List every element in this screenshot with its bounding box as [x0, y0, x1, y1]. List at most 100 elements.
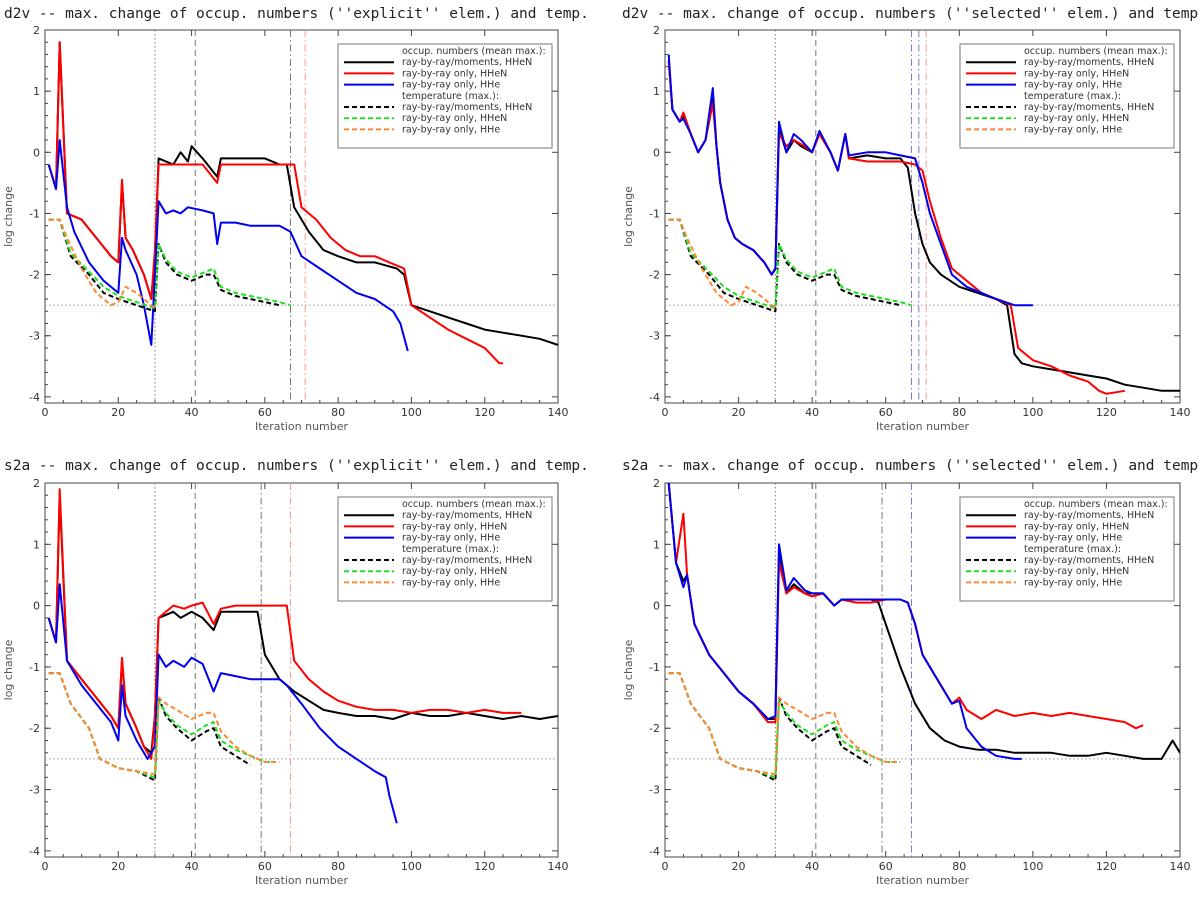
y-tick-label: 0: [33, 600, 40, 613]
legend-entry-label: ray-by-ray/moments, HHeN: [402, 57, 532, 68]
series-line: [47, 488, 522, 760]
y-tick-label: 0: [653, 600, 660, 613]
legend-entry-label: ray-by-ray only, HHe: [1024, 533, 1122, 544]
x-tick-label: 120: [1096, 860, 1117, 873]
x-tick-label: 0: [662, 406, 669, 419]
x-tick-label: 140: [1170, 860, 1191, 873]
y-axis-label: log change: [2, 639, 15, 700]
x-tick-label: 80: [331, 406, 345, 419]
legend: occup. numbers (mean max.):ray-by-ray/mo…: [959, 496, 1175, 602]
y-tick-label: 1: [653, 85, 660, 98]
x-tick-label: 20: [111, 860, 125, 873]
legend: occup. numbers (mean max.): ray-by-ray/mo…: [959, 43, 1175, 149]
x-tick-label: 100: [1022, 860, 1043, 873]
y-tick-label: -3: [649, 330, 660, 343]
y-tick-label: -2: [29, 722, 40, 735]
y-axis-label: log change: [622, 639, 635, 700]
series-group: [47, 488, 558, 824]
chart-title: d2v -- max. change of occup. numbers (''…: [4, 6, 589, 22]
x-tick-label: 100: [401, 860, 422, 873]
chart-panel-3: s2a -- max. change of occup. numbers (''…: [2, 458, 589, 887]
legend-box: [959, 496, 1175, 602]
y-tick-label: -4: [649, 845, 660, 858]
x-tick-label: 0: [42, 406, 49, 419]
x-tick-label: 60: [258, 860, 272, 873]
y-tick-label: -1: [649, 661, 660, 674]
legend-entry-label: ray-by-ray only, HHeN: [402, 68, 507, 79]
legend-entry-label: ray-by-ray only, HHe: [402, 124, 500, 135]
y-tick-label: -1: [649, 207, 660, 220]
legend-entry-label: ray-by-ray only, HHeN: [402, 521, 507, 532]
series-line: [48, 218, 291, 310]
x-tick-label: 40: [805, 406, 819, 419]
x-axis-label: Iteration number: [876, 420, 970, 433]
series-line: [668, 218, 901, 313]
series-line: [47, 41, 503, 365]
legend-group-header: occup. numbers (mean max.):: [402, 499, 546, 510]
x-tick-label: 120: [474, 860, 495, 873]
y-tick-label: -2: [649, 269, 660, 282]
y-tick-label: 2: [653, 477, 660, 490]
legend-entry-label: ray-by-ray only, HHeN: [402, 566, 507, 577]
legend-entry-label: ray-by-ray only, HHe: [402, 577, 500, 588]
chart-title: d2v -- max. change of occup. numbers (''…: [622, 6, 1200, 22]
legend: occup. numbers (mean max.):ray-by-ray/mo…: [337, 43, 553, 149]
x-tick-label: 40: [185, 860, 199, 873]
legend-entry-label: ray-by-ray/moments, HHeN: [402, 102, 532, 113]
x-tick-label: 0: [662, 860, 669, 873]
x-tick-label: 40: [805, 860, 819, 873]
legend-entry-label: ray-by-ray only, HHeN: [1024, 566, 1129, 577]
legend-group-header: occup. numbers (mean max.):: [1024, 46, 1168, 57]
x-tick-label: 140: [548, 406, 569, 419]
legend-group-header: occup. numbers (mean max.):: [402, 46, 546, 57]
y-axis-label: log change: [622, 186, 635, 247]
legend-entry-label: ray-by-ray only, HHeN: [402, 113, 507, 124]
y-tick-label: 1: [653, 538, 660, 551]
x-tick-label: 80: [952, 860, 966, 873]
series-line: [48, 218, 156, 309]
series-line: [47, 583, 398, 824]
x-tick-label: 140: [1170, 406, 1191, 419]
legend-group-header: temperature (max.):: [1024, 91, 1121, 102]
legend-entry-label: ray-by-ray only, HHe: [1024, 577, 1122, 588]
y-tick-label: -2: [649, 722, 660, 735]
series-line: [667, 54, 1033, 307]
legend-group-header: occup. numbers (mean max.):: [1024, 499, 1168, 510]
legend-entry-label: ray-by-ray only, HHeN: [1024, 521, 1129, 532]
series-group: [667, 483, 1180, 782]
series-line: [668, 672, 872, 782]
series-line: [668, 218, 912, 310]
y-tick-label: -3: [29, 330, 40, 343]
x-tick-label: 0: [42, 860, 49, 873]
x-tick-label: 60: [258, 406, 272, 419]
y-tick-label: -1: [29, 661, 40, 674]
legend-entry-label: ray-by-ray only, HHe: [1024, 80, 1122, 91]
series-line: [667, 483, 1022, 760]
y-tick-label: 2: [33, 24, 40, 37]
y-tick-label: -1: [29, 207, 40, 220]
y-tick-label: 1: [33, 538, 40, 551]
chart-title: s2a -- max. change of occup. numbers (''…: [4, 458, 589, 474]
y-tick-label: 2: [653, 24, 660, 37]
legend-entry-label: ray-by-ray/moments, HHeN: [1024, 102, 1154, 113]
y-tick-label: -3: [649, 784, 660, 797]
legend-entry-label: ray-by-ray/moments, HHeN: [402, 555, 532, 566]
legend-group-header: temperature (max.):: [402, 91, 499, 102]
x-tick-label: 100: [1022, 406, 1043, 419]
x-tick-label: 80: [331, 860, 345, 873]
x-tick-label: 100: [401, 406, 422, 419]
legend-group-header: temperature (max.):: [402, 544, 499, 555]
chart-panel-2: d2v -- max. change of occup. numbers (''…: [622, 6, 1200, 433]
series-group: [667, 54, 1180, 395]
series-group: [47, 41, 558, 365]
x-tick-label: 60: [879, 860, 893, 873]
y-tick-label: -4: [29, 391, 40, 404]
x-tick-label: 40: [185, 406, 199, 419]
series-line: [668, 672, 897, 779]
series-line: [47, 139, 409, 352]
y-tick-label: 0: [33, 146, 40, 159]
series-line: [48, 218, 280, 313]
chart-title: s2a -- max. change of occup. numbers (''…: [622, 458, 1200, 474]
x-tick-label: 120: [474, 406, 495, 419]
